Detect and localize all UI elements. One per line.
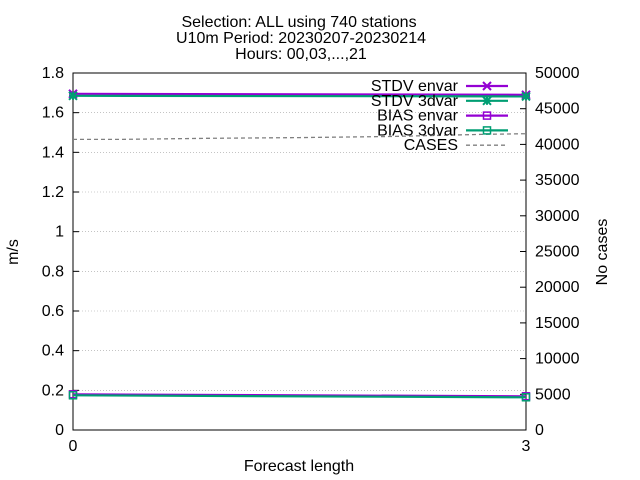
y-tick-label: 1.2: [42, 184, 64, 201]
legend-marker-stdv-3dvar: [482, 96, 492, 106]
y-tick-label: 0.8: [42, 263, 64, 280]
y-axis-label: m/s: [5, 239, 22, 265]
legend-marker-bias-envar: [482, 111, 492, 120]
series-line-bias-3dvar: [72, 394, 527, 399]
series-line-stdv-envar: [72, 92, 527, 96]
legend-label-stdv-3dvar: STDV 3dvar: [371, 93, 459, 110]
title-line-1: Selection: ALL using 740 stations: [181, 14, 416, 31]
chart-title: Selection: ALL using 740 stations U10m P…: [176, 14, 426, 63]
y2-tick-label: 0: [535, 422, 544, 439]
data-point-stdv-3dvar: [68, 91, 78, 101]
legend-label-bias-3dvar: BIAS 3dvar: [377, 122, 459, 139]
x-axis-label: Forecast length: [244, 458, 354, 475]
legend-label-cases: CASES: [404, 137, 458, 154]
grid: [73, 112, 526, 391]
y-tick-label: 1: [55, 224, 64, 241]
y2-tick-label: 35000: [535, 172, 580, 189]
y-tick-label: 1.6: [42, 105, 64, 122]
title-line-3: Hours: 00,03,...,21: [235, 46, 367, 63]
y2-axis-label: No cases: [594, 219, 611, 286]
y-tick-label: 1.8: [42, 65, 64, 82]
legend-label-stdv-envar: STDV envar: [371, 78, 459, 95]
y-tick-label: 1.4: [42, 144, 64, 161]
y2-tick-label: 25000: [535, 244, 580, 261]
y-tick-label: 0.2: [42, 382, 64, 399]
legend-marker-stdv-envar: [482, 81, 492, 91]
series-line-stdv-3dvar: [72, 94, 527, 98]
y2-tick-label: 10000: [535, 351, 580, 368]
y-tick-label: 0.4: [42, 343, 64, 360]
series-group: [68, 89, 531, 402]
series-line-cases: [73, 133, 527, 141]
y2-tick-label: 45000: [535, 101, 580, 118]
data-point-bias-3dvar: [521, 393, 531, 402]
title-line-2: U10m Period: 20230207-20230214: [176, 30, 426, 47]
y2-tick-label: 15000: [535, 315, 580, 332]
x-tick-label: 3: [522, 438, 531, 455]
y-tick-label: 0.6: [42, 303, 64, 320]
y2-tick-label: 40000: [535, 136, 580, 153]
x-tick-label: 0: [69, 438, 78, 455]
tick-labels: 0 0.2 0.4 0.6 0.8 1 1.2 1.4 1.6 1.8 0 5000 10000 1500…: [42, 65, 580, 455]
y2-tick-label: 50000: [535, 65, 580, 82]
y2-tick-label: 5000: [535, 386, 571, 403]
data-point-stdv-3dvar: [521, 91, 531, 102]
axes: [72, 72, 527, 431]
legend-label-bias-envar: BIAS envar: [377, 108, 459, 125]
y2-tick-label: 20000: [535, 279, 580, 296]
data-point-bias-3dvar: [68, 391, 78, 400]
y2-tick-label: 30000: [535, 208, 580, 225]
legend-marker-bias-3dvar: [482, 126, 492, 135]
plot-frame: [72, 72, 527, 431]
y-tick-label: 0: [55, 422, 64, 439]
